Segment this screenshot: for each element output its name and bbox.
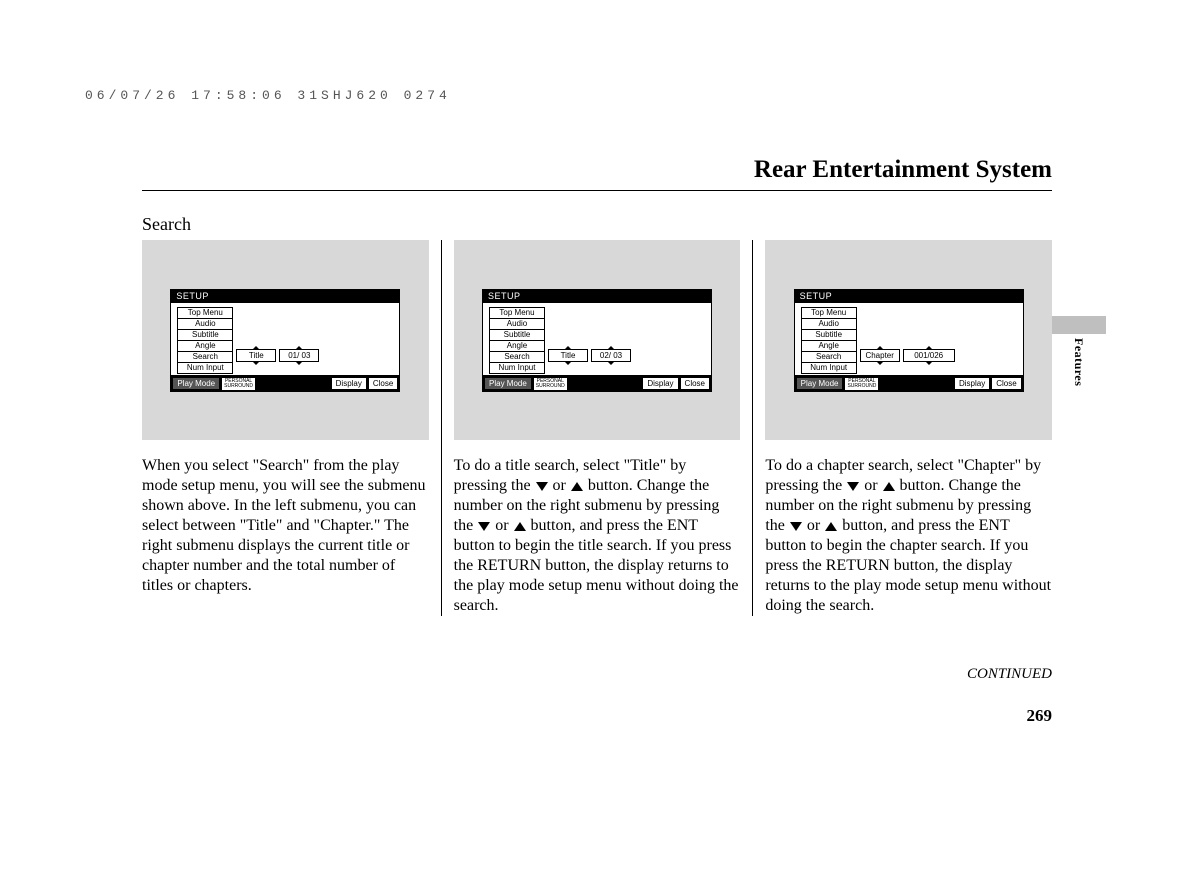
continued-label: CONTINUED xyxy=(967,666,1052,683)
close-button[interactable]: Close xyxy=(992,378,1020,389)
triangle-up-icon xyxy=(565,346,571,349)
triangle-up-icon xyxy=(514,522,526,531)
setup-menu-list: Top MenuAudioSubtitleAngleSearchNum Inpu… xyxy=(177,307,233,373)
setup-screenshot: SETUP Top MenuAudioSubtitleAngleSearchNum… xyxy=(142,240,429,440)
setup-header: SETUP xyxy=(482,289,712,303)
setup-panel: SETUP Top MenuAudioSubtitleAngleSearchNum… xyxy=(170,289,400,392)
setup-menu-item[interactable]: Num Input xyxy=(489,362,545,374)
setup-menu-list: Top MenuAudioSubtitleAngleSearchNum Inpu… xyxy=(489,307,545,373)
setup-sub-selector[interactable]: Title xyxy=(236,349,276,362)
setup-sub-selector[interactable]: Chapter xyxy=(860,349,900,362)
triangle-up-icon xyxy=(926,346,932,349)
setup-header: SETUP xyxy=(794,289,1024,303)
triangle-up-icon xyxy=(253,346,259,349)
triangle-down-icon xyxy=(926,362,932,365)
triangle-down-icon xyxy=(847,482,859,491)
triangle-up-icon xyxy=(608,346,614,349)
setup-sub-boxes: Title02/ 03 xyxy=(548,349,631,362)
display-button[interactable]: Display xyxy=(955,378,989,389)
triangle-up-icon xyxy=(296,346,302,349)
play-mode-button[interactable]: Play Mode xyxy=(173,378,219,389)
personal-surround-button[interactable]: PERSONALSURROUND xyxy=(534,378,567,390)
setup-footer: Play ModePERSONALSURROUND Display Close xyxy=(482,376,712,392)
page-number: 269 xyxy=(1027,706,1053,726)
column-body-text: When you select "Search" from the play m… xyxy=(142,456,429,596)
triangle-up-icon xyxy=(877,346,883,349)
setup-sub-counter[interactable]: 001/026 xyxy=(903,349,955,362)
setup-body: Top MenuAudioSubtitleAngleSearchNum Inpu… xyxy=(482,303,712,376)
display-button[interactable]: Display xyxy=(332,378,366,389)
page-title: Rear Entertainment System xyxy=(754,156,1052,184)
setup-sub-boxes: Chapter001/026 xyxy=(860,349,955,362)
triangle-down-icon xyxy=(296,362,302,365)
setup-header: SETUP xyxy=(170,289,400,303)
setup-sub-selector[interactable]: Title xyxy=(548,349,588,362)
setup-sub-boxes: Title01/ 03 xyxy=(236,349,319,362)
triangle-up-icon xyxy=(825,522,837,531)
content-column: SETUP Top MenuAudioSubtitleAngleSearchNum… xyxy=(441,240,753,616)
setup-panel: SETUP Top MenuAudioSubtitleAngleSearchNum… xyxy=(794,289,1024,392)
content-column: SETUP Top MenuAudioSubtitleAngleSearchNum… xyxy=(142,240,441,616)
play-mode-button[interactable]: Play Mode xyxy=(485,378,531,389)
setup-footer: Play ModePERSONALSURROUND DisplayClose xyxy=(170,376,400,392)
close-button[interactable]: Close xyxy=(681,378,709,389)
setup-menu-item[interactable]: Num Input xyxy=(177,362,233,374)
setup-body: Top MenuAudioSubtitleAngleSearchNum Inpu… xyxy=(794,303,1024,376)
triangle-down-icon xyxy=(536,482,548,491)
triangle-up-icon xyxy=(571,482,583,491)
play-mode-button[interactable]: Play Mode xyxy=(797,378,843,389)
content-columns: SETUP Top MenuAudioSubtitleAngleSearchNum… xyxy=(142,240,1052,616)
section-label: Search xyxy=(142,214,191,235)
triangle-down-icon xyxy=(565,362,571,365)
setup-panel: SETUP Top MenuAudioSubtitleAngleSearchNum… xyxy=(482,289,712,392)
triangle-down-icon xyxy=(608,362,614,365)
display-button[interactable]: Display xyxy=(643,378,677,389)
triangle-down-icon xyxy=(478,522,490,531)
personal-surround-button[interactable]: PERSONALSURROUND xyxy=(845,378,878,390)
triangle-up-icon xyxy=(883,482,895,491)
setup-screenshot: SETUP Top MenuAudioSubtitleAngleSearchNum… xyxy=(765,240,1052,440)
header-timestamp: 06/07/26 17:58:06 31SHJ620 0274 xyxy=(85,88,451,103)
close-button[interactable]: Close xyxy=(369,378,397,389)
setup-sub-counter[interactable]: 01/ 03 xyxy=(279,349,319,362)
column-body-text: To do a title search, select "Title" by … xyxy=(454,456,741,616)
setup-body: Top MenuAudioSubtitleAngleSearchNum Inpu… xyxy=(170,303,400,376)
side-tab-label: Features xyxy=(1071,338,1086,386)
column-body-text: To do a chapter search, select "Chapter"… xyxy=(765,456,1052,616)
triangle-down-icon xyxy=(790,522,802,531)
setup-menu-list: Top MenuAudioSubtitleAngleSearchNum Inpu… xyxy=(801,307,857,373)
setup-sub-counter[interactable]: 02/ 03 xyxy=(591,349,631,362)
content-column: SETUP Top MenuAudioSubtitleAngleSearchNum… xyxy=(752,240,1052,616)
triangle-down-icon xyxy=(877,362,883,365)
horizontal-rule xyxy=(142,190,1052,191)
side-tab-marker xyxy=(1052,316,1106,334)
personal-surround-button[interactable]: PERSONALSURROUND xyxy=(222,378,255,390)
setup-screenshot: SETUP Top MenuAudioSubtitleAngleSearchNum… xyxy=(454,240,741,440)
setup-footer: Play ModePERSONALSURROUND DisplayClose xyxy=(794,376,1024,392)
triangle-down-icon xyxy=(253,362,259,365)
setup-menu-item[interactable]: Num Input xyxy=(801,362,857,374)
